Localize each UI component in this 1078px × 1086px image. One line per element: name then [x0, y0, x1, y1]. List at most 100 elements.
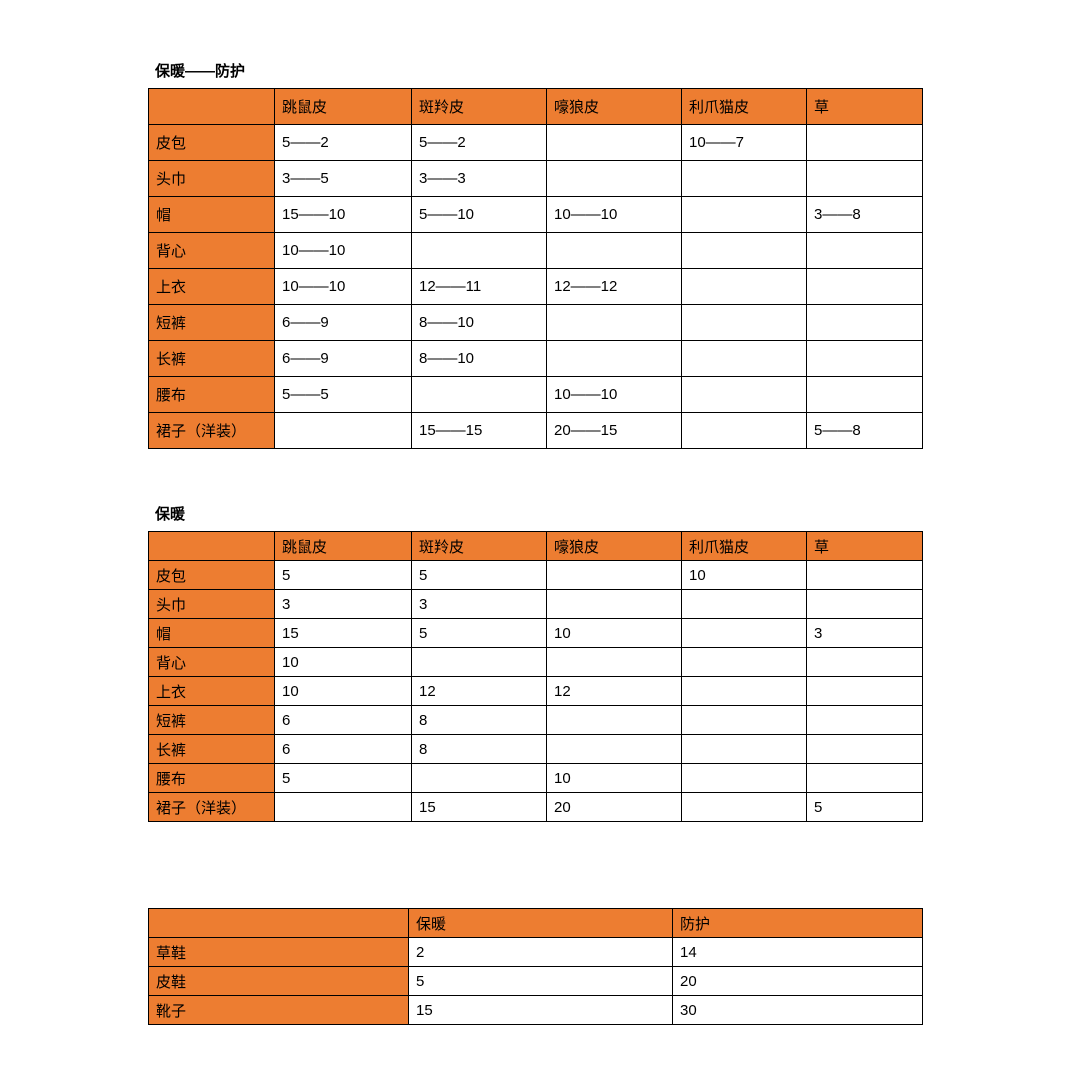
row-label-cell: 腰布: [148, 376, 275, 413]
data-cell: 3——3: [411, 160, 547, 197]
data-cell: [274, 412, 412, 449]
row-label-cell: 长裤: [148, 340, 275, 377]
table-row: 长裤 6 8: [148, 734, 923, 764]
data-cell: [681, 160, 807, 197]
data-cell: [681, 618, 807, 648]
data-cell: 5: [411, 618, 547, 648]
data-cell: [806, 304, 923, 341]
corner-cell: [148, 908, 409, 938]
data-cell: [806, 232, 923, 269]
data-cell: 15——10: [274, 196, 412, 233]
row-label-cell: 上衣: [148, 676, 275, 706]
row-label-cell: 皮包: [148, 560, 275, 590]
table-title-warmth: 保暖: [155, 506, 186, 523]
table-row: 皮包 5 5 10: [148, 560, 923, 590]
table-row: 上衣 10 12 12: [148, 676, 923, 706]
table-row: 头巾 3——5 3——3: [148, 160, 923, 197]
data-cell: 8——10: [411, 304, 547, 341]
data-cell: [681, 268, 807, 305]
data-cell: [681, 232, 807, 269]
data-cell: [681, 647, 807, 677]
data-cell: 8: [411, 734, 547, 764]
table-row: 裙子（洋装） 15 20 5: [148, 792, 923, 822]
row-label-cell: 头巾: [148, 589, 275, 619]
data-cell: [806, 268, 923, 305]
table-row: 皮包 5——2 5——2 10——7: [148, 124, 923, 161]
data-cell: [806, 124, 923, 161]
data-cell: [681, 196, 807, 233]
data-cell: [681, 376, 807, 413]
data-cell: 8——10: [411, 340, 547, 377]
table-row: 皮鞋 5 20: [148, 966, 923, 996]
data-cell: 5: [806, 792, 923, 822]
column-header-cell: 斑羚皮: [411, 88, 547, 125]
data-cell: 10——10: [546, 376, 682, 413]
data-cell: 10——10: [274, 232, 412, 269]
header-row: 保暖 防护: [148, 908, 923, 938]
data-cell: 20——15: [546, 412, 682, 449]
row-label-cell: 腰布: [148, 763, 275, 793]
data-cell: [411, 763, 547, 793]
data-cell: [806, 734, 923, 764]
table-row: 长裤 6——9 8——10: [148, 340, 923, 377]
row-label-cell: 帽: [148, 196, 275, 233]
data-cell: [546, 734, 682, 764]
data-cell: 10: [546, 763, 682, 793]
data-cell: [274, 792, 412, 822]
row-label-cell: 长裤: [148, 734, 275, 764]
data-cell: 15: [408, 995, 673, 1025]
row-label-cell: 皮鞋: [148, 966, 409, 996]
row-label-cell: 皮包: [148, 124, 275, 161]
column-header-cell: 利爪猫皮: [681, 88, 807, 125]
data-cell: 5: [408, 966, 673, 996]
column-header-cell: 草: [806, 88, 923, 125]
table-row: 帽 15 5 10 3: [148, 618, 923, 648]
table-row: 靴子 15 30: [148, 995, 923, 1025]
row-label-cell: 裙子（洋装）: [148, 792, 275, 822]
table-row: 腰布 5 10: [148, 763, 923, 793]
data-cell: [546, 647, 682, 677]
row-label-cell: 背心: [148, 647, 275, 677]
data-cell: 12——11: [411, 268, 547, 305]
row-label-cell: 靴子: [148, 995, 409, 1025]
data-cell: 3: [411, 589, 547, 619]
data-cell: [681, 676, 807, 706]
data-cell: 10——10: [546, 196, 682, 233]
data-cell: 10: [274, 676, 412, 706]
data-cell: [806, 676, 923, 706]
table-row: 背心 10: [148, 647, 923, 677]
data-cell: 6——9: [274, 340, 412, 377]
data-cell: 10: [681, 560, 807, 590]
data-cell: [681, 705, 807, 735]
data-cell: 5: [274, 763, 412, 793]
data-cell: [681, 304, 807, 341]
column-header-cell: 草: [806, 531, 923, 561]
corner-cell: [148, 531, 275, 561]
row-label-cell: 背心: [148, 232, 275, 269]
data-cell: [806, 763, 923, 793]
data-cell: 6——9: [274, 304, 412, 341]
table-row: 帽 15——10 5——10 10——10 3——8: [148, 196, 923, 233]
data-cell: 3——5: [274, 160, 412, 197]
table-warmth-protection: 跳鼠皮 斑羚皮 嚎狼皮 利爪猫皮草皮包 5——2 5——2 10——7 头巾 3——5 3——3 帽…: [148, 88, 923, 449]
table-warmth: 跳鼠皮 斑羚皮 嚎狼皮 利爪猫皮草皮包 5 5 10 头巾 3 3 帽 15 5 10 3 背心 10 上衣 10 1…: [148, 531, 923, 822]
row-label-cell: 裙子（洋装）: [148, 412, 275, 449]
header-row: 跳鼠皮 斑羚皮 嚎狼皮 利爪猫皮草: [148, 531, 923, 561]
data-cell: [546, 304, 682, 341]
data-cell: 5: [411, 560, 547, 590]
data-cell: [546, 340, 682, 377]
data-cell: 15: [411, 792, 547, 822]
data-cell: 10——7: [681, 124, 807, 161]
data-cell: 10: [274, 647, 412, 677]
data-cell: 20: [672, 966, 923, 996]
data-cell: 12: [546, 676, 682, 706]
data-cell: 3: [274, 589, 412, 619]
data-cell: [546, 560, 682, 590]
data-cell: [806, 560, 923, 590]
data-cell: 3: [806, 618, 923, 648]
header-row: 跳鼠皮 斑羚皮 嚎狼皮 利爪猫皮草: [148, 88, 923, 125]
data-cell: [806, 340, 923, 377]
row-label-cell: 上衣: [148, 268, 275, 305]
data-cell: [806, 376, 923, 413]
table-row: 短裤 6 8: [148, 705, 923, 735]
